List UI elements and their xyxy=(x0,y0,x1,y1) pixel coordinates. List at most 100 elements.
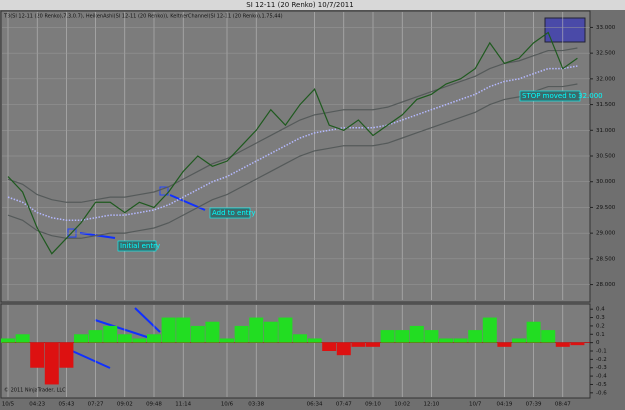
annotation: STOP moved to 32.000 xyxy=(522,92,603,100)
y-tick-label: 30.000 xyxy=(596,179,616,185)
x-tick-label: 05:43 xyxy=(58,402,74,408)
x-tick-label: 12:10 xyxy=(423,402,439,408)
histogram-bar xyxy=(366,342,380,347)
highlight-box xyxy=(544,17,586,43)
histogram-bar xyxy=(234,325,249,343)
x-tick-label: 07:47 xyxy=(336,402,352,408)
histogram-bar xyxy=(497,342,512,347)
histogram-bar xyxy=(205,321,220,343)
x-tick-label: 04:19 xyxy=(496,402,512,408)
chart-title: SI 12-11 (20 Renko) 10/7/2011 xyxy=(246,1,353,9)
histogram-bar xyxy=(380,330,395,343)
series-line xyxy=(7,47,578,203)
entry-marker xyxy=(159,186,169,196)
x-tick-label: 10/7 xyxy=(469,402,482,408)
histogram-bar xyxy=(161,317,176,343)
histogram-bar xyxy=(103,325,118,343)
price-panel xyxy=(0,10,591,303)
histogram-bar xyxy=(190,325,205,343)
copyright: © 2011 NinjaTrader, LLC xyxy=(4,387,66,394)
x-tick-label: 09:10 xyxy=(365,402,381,408)
histogram-bar xyxy=(526,321,541,343)
x-tick-label: 10/6 xyxy=(221,402,234,408)
series-line xyxy=(7,65,578,222)
histogram-bar xyxy=(439,338,453,343)
x-tick-label: 11:14 xyxy=(175,402,191,408)
x-tick-label: 04:23 xyxy=(29,402,45,408)
arrow xyxy=(69,349,111,369)
histogram-bar xyxy=(468,330,483,343)
histogram-bar xyxy=(512,338,526,343)
series-line xyxy=(7,83,578,239)
histogram-bar xyxy=(570,342,585,346)
arrow xyxy=(134,307,161,333)
arrow xyxy=(94,319,151,339)
annotation: Add to entry xyxy=(212,209,256,217)
y-tick-label: -0.2 xyxy=(596,357,607,363)
y-tick-label: 28.500 xyxy=(596,256,616,262)
y-tick-label: -0.1 xyxy=(596,349,607,355)
title-bar xyxy=(0,0,625,10)
histogram-bar xyxy=(482,317,497,343)
annotation-box xyxy=(519,90,581,102)
y-tick-label: -0.3 xyxy=(596,365,607,371)
histogram-bar xyxy=(88,330,103,343)
histogram-bar xyxy=(220,338,234,343)
histogram-bar xyxy=(409,325,424,343)
annotation-box xyxy=(117,240,157,252)
x-tick-label: 09:48 xyxy=(146,402,162,408)
histogram-bar xyxy=(351,342,366,347)
histogram-bar xyxy=(176,317,191,343)
oscillator-panel xyxy=(0,303,591,399)
indicator-label: T3(SI 12-11 (20 Renko),7,3,0.7), HeikenA… xyxy=(3,14,283,20)
y-tick-label: 32.500 xyxy=(596,51,616,57)
x-tick-label: 09:02 xyxy=(117,402,133,408)
y-tick-label: 0.1 xyxy=(596,332,605,338)
x-tick-label: 07:39 xyxy=(526,402,542,408)
y-tick-label: -0.4 xyxy=(596,374,607,380)
annotation: Initial entry xyxy=(120,242,160,250)
y-tick-label: 30.500 xyxy=(596,154,616,160)
y-tick-label: -0.5 xyxy=(596,382,607,388)
x-tick-label: 07:27 xyxy=(88,402,104,408)
x-tick-label: 03:38 xyxy=(248,402,264,408)
histogram-bar xyxy=(278,317,293,343)
histogram-bar xyxy=(147,334,161,343)
histogram-bar xyxy=(59,342,74,368)
y-tick-label: 0.2 xyxy=(596,323,605,329)
x-tick-label: 08:47 xyxy=(555,402,571,408)
histogram-bar xyxy=(263,321,278,343)
histogram-bar xyxy=(1,338,15,343)
x-tick-label: 06:34 xyxy=(307,402,323,408)
y-tick-label: 31.000 xyxy=(596,128,616,134)
y-tick-label: 31.500 xyxy=(596,102,616,108)
histogram-bar xyxy=(132,338,147,343)
x-tick-label: 10:02 xyxy=(394,402,410,408)
histogram-bar xyxy=(453,338,468,343)
histogram-bar xyxy=(293,334,307,343)
y-tick-label: 0.4 xyxy=(596,307,605,313)
x-tick-label: 10/5 xyxy=(2,402,15,408)
histogram-bar xyxy=(395,330,410,343)
histogram-bar xyxy=(74,334,88,343)
histogram-bar xyxy=(44,342,59,385)
y-tick-label: 29.000 xyxy=(596,231,616,237)
histogram-bar xyxy=(15,334,30,343)
y-tick-label: 29.500 xyxy=(596,205,616,211)
y-tick-label: 33.000 xyxy=(596,25,616,31)
histogram-bar xyxy=(555,342,570,347)
y-tick-label: 0.3 xyxy=(596,315,605,321)
histogram-bar xyxy=(541,330,556,343)
y-tick-label: 28.000 xyxy=(596,282,616,288)
histogram-bar xyxy=(424,330,439,343)
y-tick-label: 32.000 xyxy=(596,76,616,82)
histogram-bar xyxy=(249,317,264,343)
histogram-bar xyxy=(117,334,132,343)
histogram-bar xyxy=(322,342,337,351)
series-line xyxy=(7,31,578,255)
histogram-bar xyxy=(336,342,351,356)
histogram-bar xyxy=(307,338,322,343)
histogram-bar xyxy=(30,342,45,368)
annotation-box xyxy=(209,207,251,219)
